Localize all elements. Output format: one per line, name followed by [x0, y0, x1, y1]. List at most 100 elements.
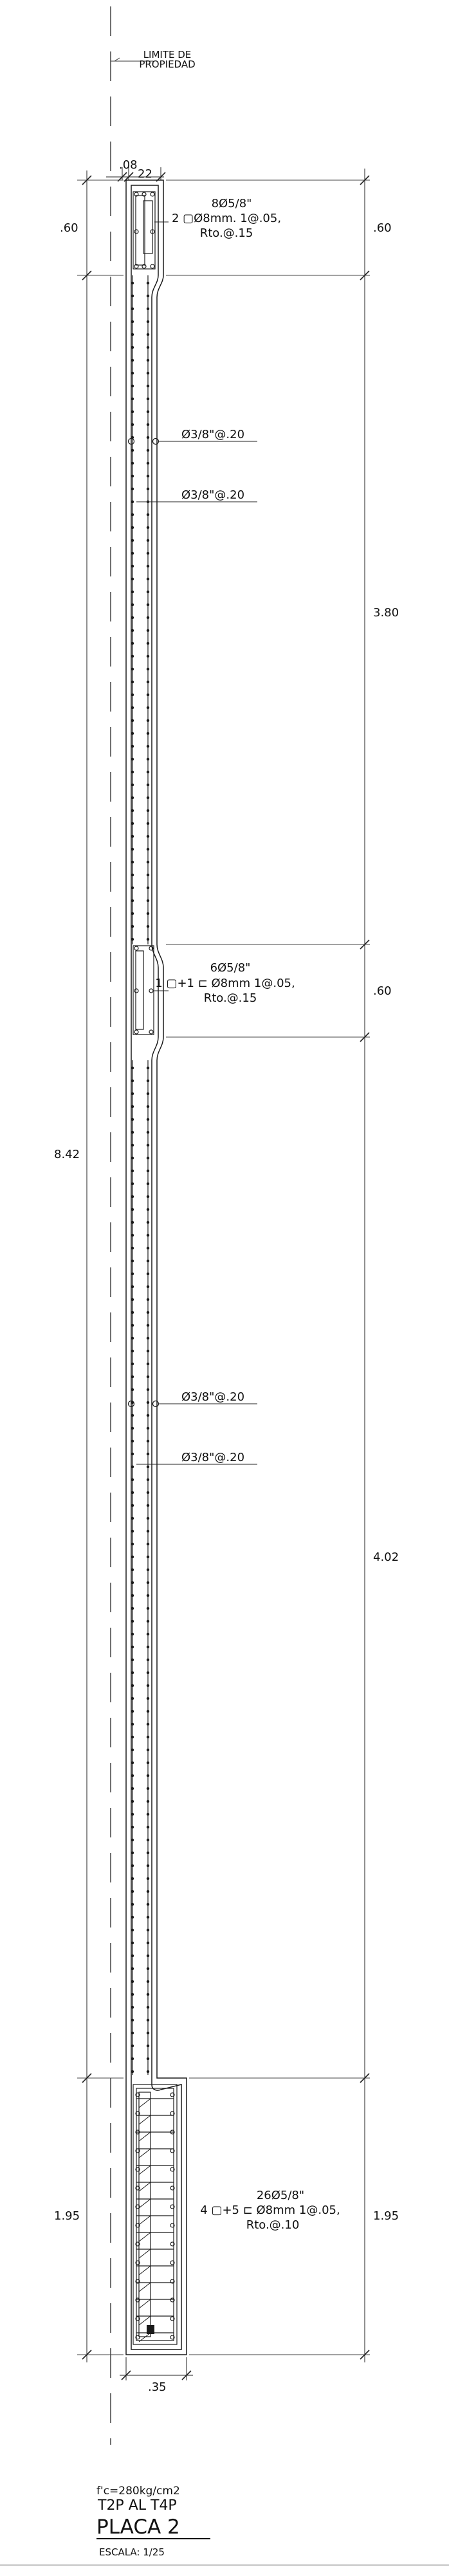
boundary-bar [170, 2148, 175, 2153]
web-bar-dot [146, 603, 150, 607]
web-bar-dot [131, 1928, 134, 1932]
web-bar-dot [146, 281, 150, 285]
web-bar-dot [146, 1452, 150, 1456]
web-bar-dot [146, 1298, 150, 1302]
web-bar-dot [146, 1812, 150, 1816]
web-bar-dot [131, 1285, 134, 1289]
annotation-mid-end: 6Ø5/8" 1 ▢+1 ⊏ Ø8mm 1@.05, Rto.@.15 [155, 961, 295, 1005]
web-bar-dot [146, 371, 150, 375]
web-bar-dot [131, 1722, 134, 1726]
web-bar-dot [131, 1079, 134, 1083]
web-bar-dot [146, 1504, 150, 1507]
annotation-bottom-end: 26Ø5/8" 4 ▢+5 ⊏ Ø8mm 1@.05, Rto.@.10 [200, 2189, 340, 2232]
boundary-bar [170, 2260, 175, 2265]
web-bar-dot [131, 1619, 134, 1623]
dim-cover: .08 [119, 158, 138, 172]
web-bar-dot [131, 1697, 134, 1700]
right-dim-b: 3.80 [373, 606, 399, 620]
web-bar-dot [146, 1066, 150, 1070]
web-bar-dot [146, 2057, 150, 2061]
crosstie-hook [138, 2131, 151, 2142]
web-bar-dot [146, 564, 150, 568]
web-bar-dot [146, 1285, 150, 1289]
right-dim-e: 1.95 [373, 2209, 399, 2223]
web-bar-dot [131, 1825, 134, 1829]
level-range-note: T2P AL T4P [97, 2498, 177, 2514]
web-bar-dot [131, 1799, 134, 1803]
web-bar-dot [131, 1388, 134, 1392]
middle-boundary-bars [134, 946, 154, 1035]
web-bar-dot [131, 474, 134, 478]
web-bar-dot [131, 1169, 134, 1173]
web-bar-dot [131, 667, 134, 671]
right-dim-a: .60 [373, 221, 392, 235]
bottom-boundary-crossties [136, 2098, 174, 2342]
boundary-bar [135, 2148, 140, 2153]
web-bar-dot [146, 436, 150, 439]
web-bar-dot [131, 1336, 134, 1340]
web-bar-dot [131, 1426, 134, 1430]
crosstie-hook [138, 2115, 151, 2125]
web-bar-dot [131, 1323, 134, 1327]
right-dimension-line [360, 169, 370, 2362]
web-bar-dot [131, 1671, 134, 1675]
crosstie-hook [138, 2198, 151, 2209]
web-bar-dot [146, 487, 150, 491]
web-bar-dot [146, 2044, 150, 2048]
web-bar-dot [131, 2070, 134, 2074]
boundary-bar [135, 2204, 140, 2209]
web-bar-dot [146, 1079, 150, 1083]
web-bar-dot [146, 307, 150, 311]
boundary-bar [170, 2092, 175, 2097]
bottom-end-spacing: Rto.@.10 [246, 2218, 300, 2232]
web-bar-dot [146, 1568, 150, 1572]
web-bar-dot [131, 1349, 134, 1353]
web-bar-dot [131, 847, 134, 851]
web-bar-dot [146, 1208, 150, 1211]
web-bar-dot [131, 1105, 134, 1109]
web-bar-dot [131, 1516, 134, 1520]
web-bar-dot [131, 1118, 134, 1121]
web-bar-dot [146, 1697, 150, 1700]
right-extension-lines [166, 179, 370, 2355]
web-rebar-label-4: Ø3/8"@.20 [181, 1451, 244, 1464]
web-bar-dot [146, 1709, 150, 1713]
web-bar-dot [146, 822, 150, 825]
web-bar-dot [146, 448, 150, 452]
crosstie-hook [138, 2315, 151, 2326]
web-bar-dot [146, 474, 150, 478]
right-dim-d: 4.02 [373, 1550, 399, 1564]
web-bar-dot [131, 513, 134, 517]
top-end-stirrups: 2 ▢Ø8mm. 1@.05, [172, 212, 281, 225]
web-bar-dot [146, 1748, 150, 1752]
web-bar-dot [131, 616, 134, 620]
web-bar-dot [146, 1838, 150, 1842]
web-bar-dot [146, 1169, 150, 1173]
web-bar-dot [146, 1928, 150, 1932]
web-bar-dot [131, 937, 134, 941]
top-end-bars: 8Ø5/8" [212, 197, 252, 210]
web-bar-dot [146, 706, 150, 710]
web-bar-dot [131, 1941, 134, 1945]
web-bar-dot [131, 1645, 134, 1649]
web-bar-dot [131, 731, 134, 735]
bottom-dimension [120, 2357, 193, 2380]
boundary-bar [135, 2111, 140, 2116]
web-bar-dot [131, 834, 134, 838]
boundary-bar [170, 2335, 175, 2340]
web-bar-dot [131, 1902, 134, 1906]
web-bar-dot [146, 2005, 150, 2009]
web-bar-dot [131, 333, 134, 336]
web-bar-dot [146, 1439, 150, 1443]
web-bar-dot [146, 358, 150, 362]
web-bar-dot [146, 1336, 150, 1340]
web-bar-dot [131, 809, 134, 813]
web-bar-dot [146, 641, 150, 645]
crosstie-hook [138, 2182, 151, 2192]
boundary-bar [170, 2130, 175, 2135]
web-bar-dot [146, 1465, 150, 1469]
boundary-bar [135, 2185, 140, 2191]
wall-outline [125, 179, 187, 2355]
web-bar-dot [146, 899, 150, 903]
web-bar-dot [146, 1478, 150, 1482]
